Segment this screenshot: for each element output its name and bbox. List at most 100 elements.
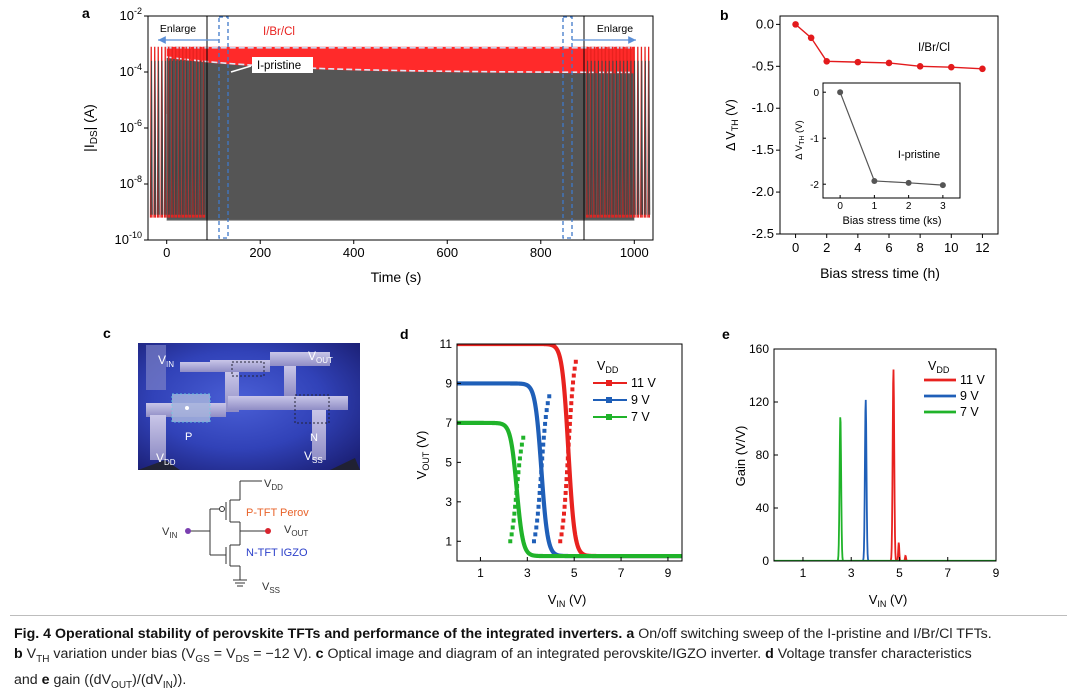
y-tick-label: 3: [445, 495, 452, 509]
enlarge-label-left: Enlarge: [160, 23, 196, 35]
panel-e-axes: 1 3 5 7 9 0 40 80 120 160: [749, 342, 1000, 580]
y-tick-exp: -4: [134, 62, 142, 72]
panel-d-legend-title: VDD: [597, 359, 619, 375]
vtc-marker: [547, 394, 552, 399]
caption-c-text: Optical image and diagram of an integrat…: [327, 646, 762, 662]
ipristine-point: [837, 89, 844, 96]
vtc-marker: [538, 484, 543, 489]
x-tick-label: 5: [896, 566, 903, 580]
vtc-marker: [562, 504, 567, 509]
panel-b-inset-ylabel: Δ VTH (V): [794, 120, 806, 159]
vtc-marker: [535, 518, 540, 523]
ibrcl-line: [795, 23, 983, 70]
p-tft-contact: [185, 406, 189, 410]
gain-curve: [774, 417, 996, 561]
vtc-marker: [569, 401, 574, 406]
panel-d-legend: 11 V 9 V 7 V: [593, 376, 656, 424]
panel-e: e 1 3 5 7 9 0 40 80 120 160 VDD 11 V 9 V 7 V VIN (V…: [722, 326, 1000, 609]
panel-letter-b: b: [720, 7, 729, 23]
panel-b-inset-xlabel: Bias stress time (ks): [842, 215, 941, 227]
vtc-curve: [457, 420, 682, 559]
vtc-marker: [511, 518, 516, 523]
vtc-marker: [543, 421, 548, 426]
panel-d-frame: [456, 343, 683, 562]
vtc-marker: [544, 408, 549, 413]
panel-b-inset-series-label: I-pristine: [898, 149, 940, 161]
panel-b: b 0 2 4 6 8 10 120.0-0.5-1.0-1.5-2.0-2.5 I/Br/…: [720, 7, 999, 281]
legend-marker: [606, 397, 612, 403]
y-tick-base: 10: [120, 64, 134, 79]
y-tick-label: 10-6: [120, 118, 142, 135]
vtc-marker: [508, 539, 513, 544]
vtc-marker: [539, 463, 544, 468]
vtc-marker: [572, 366, 577, 371]
vtc-marker: [531, 539, 536, 544]
trace-vout-down: [284, 366, 296, 396]
vtc-marker: [541, 442, 546, 447]
x-tick-label: 12: [975, 240, 989, 255]
x-tick-label: 2: [823, 240, 830, 255]
vtc-marker: [540, 456, 545, 461]
y-tick-label: 0: [762, 554, 769, 568]
vtc-marker: [565, 463, 570, 468]
inset-y-tick-label: 0: [813, 88, 819, 99]
ibrcl-point: [885, 59, 893, 67]
photo-label-vss: VSS: [304, 449, 323, 465]
y-tick-label: -1.5: [752, 142, 774, 157]
y-tick-label: 120: [749, 395, 769, 409]
vtc-marker: [537, 490, 542, 495]
y-tick-label: 10-10: [115, 230, 142, 247]
ibrcl-point: [792, 21, 799, 28]
y-tick-label: 80: [756, 448, 770, 462]
vtc-marker: [538, 477, 543, 482]
caption-e-label: e: [41, 671, 50, 688]
enlarge-right-trace-grey: [586, 60, 651, 215]
gain-curve: [774, 399, 996, 561]
vtc-marker: [513, 497, 518, 502]
circuit-label-vin: VIN: [162, 526, 178, 540]
inset-x-tick-label: 0: [837, 201, 843, 212]
x-tick-label: 800: [530, 245, 552, 260]
circuit-label-vss: VSS: [262, 581, 280, 595]
vtc-marker: [539, 470, 544, 475]
vtc-marker: [518, 449, 523, 454]
photo-label-vin: VIN: [158, 353, 174, 369]
inset-y-tick-label: -2: [810, 180, 819, 191]
zoom-box-right: [562, 16, 573, 239]
x-tick-label: 4: [854, 240, 861, 255]
ipristine-band: [166, 58, 635, 221]
vtc-marker: [565, 456, 570, 461]
caption-b-text: VTH variation under bias (VGS = VDS = −1…: [26, 646, 312, 665]
vtc-marker: [569, 394, 574, 399]
panel-e-legend: 11 V 9 V 7 V: [924, 373, 985, 419]
optical-image: VIN VOUT VDD VSS P N: [138, 343, 360, 470]
vtc-marker: [566, 442, 571, 447]
panel-d-ylabel: VOUT (V): [414, 431, 431, 480]
y-tick-label: -2.0: [752, 184, 774, 199]
caption-c-label: c: [315, 646, 324, 662]
photo-label-p: P: [185, 431, 192, 443]
enlarge-left-trace-grey: [150, 60, 206, 215]
y-tick-label: 10-4: [120, 62, 142, 79]
inset-x-tick-label: 3: [940, 201, 946, 212]
inset-x-tick-label: 2: [906, 201, 912, 212]
vtc-marker: [561, 511, 566, 516]
vtc-marker: [573, 359, 578, 364]
enlarge-label-bg-left: [155, 19, 201, 35]
legend-label: 11 V: [960, 373, 985, 387]
panel-b-series-label: I/Br/Cl: [918, 42, 950, 54]
ipristine-point: [939, 182, 946, 189]
vtc-marker: [567, 428, 572, 433]
panel-d-xlabel: VIN (V): [548, 592, 587, 609]
x-tick-label: 9: [993, 566, 1000, 580]
caption-figure-label: Fig. 4: [14, 626, 52, 642]
x-tick-label: 7: [944, 566, 951, 580]
inset-x-tick-label: 1: [872, 201, 878, 212]
panel-b-inset: 0 1 2 3 0 -1 -2: [810, 88, 946, 212]
x-tick-label: 3: [524, 566, 531, 580]
x-tick-label: 600: [436, 245, 458, 260]
vtc-marker: [564, 477, 569, 482]
panel-a-plot-area: [149, 46, 651, 221]
enlarge-label-bg-right: [592, 19, 638, 35]
vtc-marker: [512, 511, 517, 516]
